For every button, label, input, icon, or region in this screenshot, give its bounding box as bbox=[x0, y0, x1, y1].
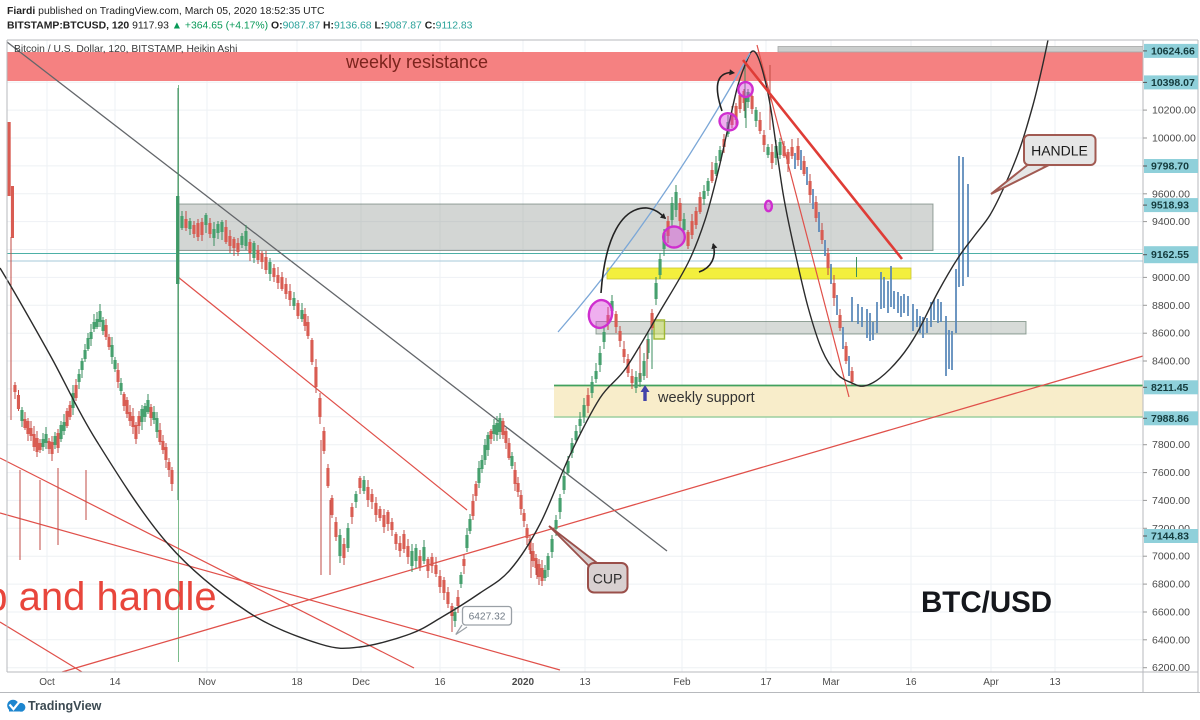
svg-text:10200.00: 10200.00 bbox=[1152, 105, 1196, 117]
svg-text:8400.00: 8400.00 bbox=[1152, 356, 1190, 368]
svg-text:BTC/USD: BTC/USD bbox=[921, 586, 1052, 619]
svg-text:8800.00: 8800.00 bbox=[1152, 300, 1190, 312]
svg-text:6400.00: 6400.00 bbox=[1152, 634, 1190, 646]
svg-text:BITSTAMP:BTCUSD, 120 9117.93 ▲: BITSTAMP:BTCUSD, 120 9117.93 ▲ +364.65 (… bbox=[7, 21, 473, 32]
svg-text:Oct: Oct bbox=[39, 677, 55, 688]
svg-text:Mar: Mar bbox=[822, 677, 840, 688]
svg-text:cup and handle: cup and handle bbox=[0, 575, 217, 619]
svg-text:9798.70: 9798.70 bbox=[1151, 161, 1189, 173]
svg-text:weekly resistance: weekly resistance bbox=[345, 52, 488, 72]
svg-text:9600.00: 9600.00 bbox=[1152, 188, 1190, 200]
svg-text:16: 16 bbox=[434, 677, 446, 688]
svg-text:6200.00: 6200.00 bbox=[1152, 662, 1190, 674]
svg-text:9518.93: 9518.93 bbox=[1151, 200, 1189, 212]
svg-text:6800.00: 6800.00 bbox=[1152, 579, 1190, 591]
svg-text:6600.00: 6600.00 bbox=[1152, 607, 1190, 619]
svg-text:Bitcoin / U.S. Dollar, 120, BI: Bitcoin / U.S. Dollar, 120, BITSTAMP, He… bbox=[14, 44, 237, 55]
svg-text:8211.45: 8211.45 bbox=[1151, 382, 1189, 394]
svg-text:10398.07: 10398.07 bbox=[1151, 77, 1195, 89]
svg-text:14: 14 bbox=[109, 677, 121, 688]
svg-text:7400.00: 7400.00 bbox=[1152, 495, 1190, 507]
svg-text:7988.86: 7988.86 bbox=[1151, 413, 1189, 425]
svg-text:13: 13 bbox=[1049, 677, 1061, 688]
svg-text:17: 17 bbox=[760, 677, 772, 688]
svg-text:Feb: Feb bbox=[673, 677, 691, 688]
svg-text:13: 13 bbox=[579, 677, 591, 688]
svg-text:7600.00: 7600.00 bbox=[1152, 467, 1190, 479]
svg-text:8600.00: 8600.00 bbox=[1152, 328, 1190, 340]
svg-text:2020: 2020 bbox=[512, 677, 535, 688]
svg-text:TradingView: TradingView bbox=[28, 699, 102, 713]
svg-text:7800.00: 7800.00 bbox=[1152, 439, 1190, 451]
svg-text:CUP: CUP bbox=[593, 571, 623, 587]
svg-text:10624.66: 10624.66 bbox=[1151, 45, 1195, 57]
svg-text:9000.00: 9000.00 bbox=[1152, 272, 1190, 284]
svg-text:16: 16 bbox=[905, 677, 917, 688]
svg-text:Nov: Nov bbox=[198, 677, 216, 688]
svg-text:Dec: Dec bbox=[352, 677, 370, 688]
svg-text:6427.32: 6427.32 bbox=[469, 612, 506, 623]
svg-text:7144.83: 7144.83 bbox=[1151, 531, 1189, 543]
svg-text:9400.00: 9400.00 bbox=[1152, 216, 1190, 228]
svg-text:7000.00: 7000.00 bbox=[1152, 551, 1190, 563]
svg-text:Fiardi published on TradingVie: Fiardi published on TradingView.com, Mar… bbox=[7, 6, 325, 17]
svg-text:10000.00: 10000.00 bbox=[1152, 133, 1196, 145]
svg-text:HANDLE: HANDLE bbox=[1031, 143, 1088, 159]
svg-text:9162.55: 9162.55 bbox=[1151, 249, 1189, 261]
svg-text:Apr: Apr bbox=[983, 677, 999, 688]
svg-text:weekly support: weekly support bbox=[657, 390, 755, 406]
svg-text:18: 18 bbox=[291, 677, 303, 688]
